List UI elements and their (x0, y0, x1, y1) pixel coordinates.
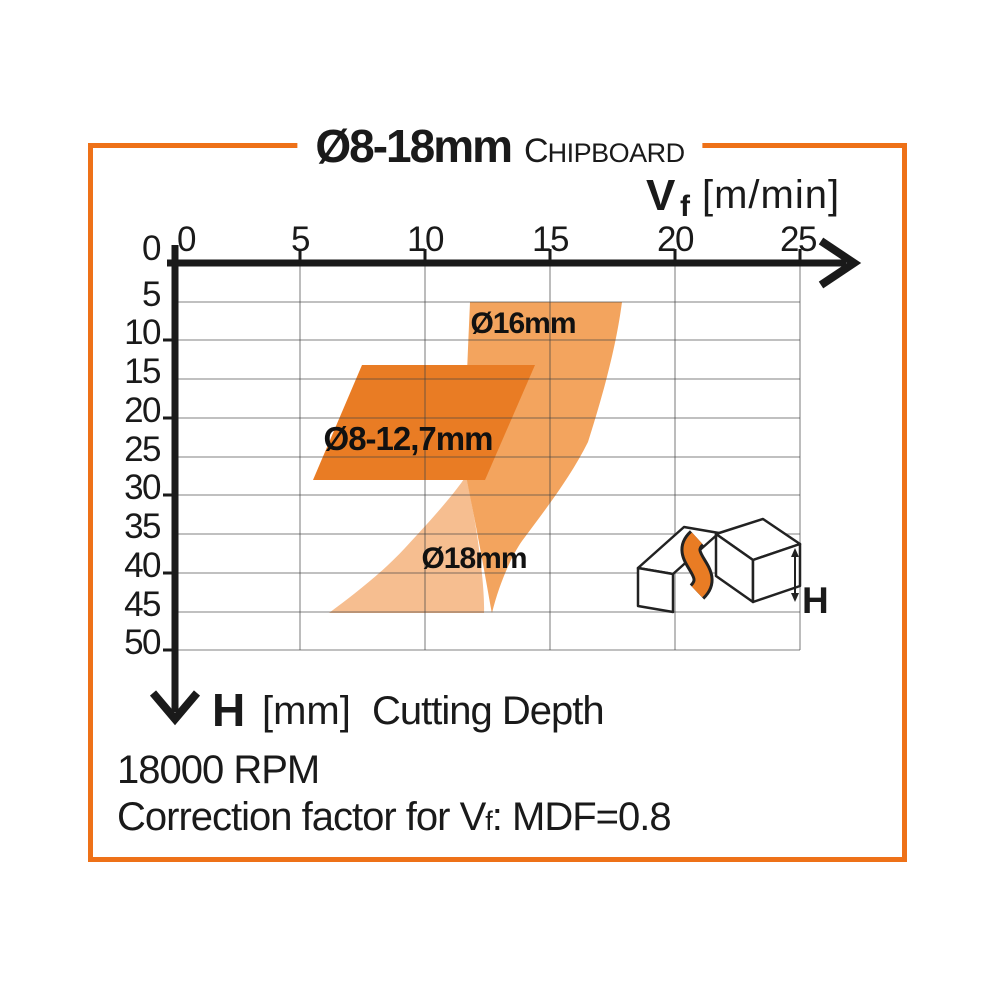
depth-dimension-arrow-down (791, 593, 799, 602)
x-axis-unit: [m/min] (702, 173, 840, 217)
page-title: Ø8-18mm C HIPBOARD (297, 119, 703, 173)
x-axis-title: V f [m/min] (646, 171, 840, 223)
title-material-rest: HIPBOARD (547, 138, 686, 168)
correction-suffix: : MDF=0.8 (491, 795, 672, 839)
correction-prefix: Correction factor for V (117, 795, 486, 839)
x-axis-symbol-sub: f (680, 190, 691, 223)
region-18mm-band (329, 476, 485, 613)
y-tick-20: 20 (124, 391, 161, 430)
groove-illustration: H (636, 517, 832, 624)
x-axis-arrow-icon (818, 237, 862, 289)
x-tick-10: 10 (407, 220, 444, 259)
x-tick-labels: 0 5 10 15 20 25 (177, 220, 817, 259)
x-tick-0: 0 (177, 220, 196, 259)
depth-dimension-arrow-up (791, 548, 799, 557)
y-axis-arrow-icon (149, 690, 201, 726)
y-axis-title: H [mm] Cutting Depth (212, 684, 605, 736)
axes (149, 237, 862, 726)
y-tick-50: 50 (124, 623, 161, 662)
correction-note: Correction factor for Vf: MDF=0.8 (117, 795, 672, 840)
rpm-note: 18000 RPM (117, 748, 320, 792)
x-axis-ticks (298, 249, 802, 263)
left-block-front-face (636, 566, 675, 614)
x-tick-15: 15 (532, 220, 568, 259)
y-tick-5: 5 (142, 275, 160, 314)
y-axis-caption: Cutting Depth (372, 689, 604, 733)
y-tick-40: 40 (124, 546, 161, 585)
y-axis-unit: [mm] (262, 689, 351, 733)
y-tick-25: 25 (124, 430, 160, 469)
y-tick-10: 10 (124, 313, 161, 352)
x-tick-20: 20 (657, 220, 694, 259)
y-tick-labels: 0 5 10 15 20 25 30 35 40 45 50 (124, 229, 162, 662)
x-tick-25: 25 (780, 220, 816, 259)
region-label-18mm: Ø18mm (421, 542, 526, 575)
title-material-initial: C (524, 132, 549, 170)
x-axis-symbol: V (646, 171, 676, 220)
y-axis-ticks (163, 338, 176, 652)
region-labels: Ø16mm Ø8-12,7mm Ø18mm (324, 307, 577, 575)
x-tick-5: 5 (291, 220, 309, 259)
right-block-side-face (751, 542, 802, 604)
y-tick-30: 30 (124, 468, 161, 507)
y-tick-0: 0 (142, 229, 161, 268)
region-8-127mm-parallelogram (313, 365, 535, 480)
correction-sub-f: f (485, 806, 492, 836)
y-tick-45: 45 (124, 585, 160, 624)
y-tick-35: 35 (124, 507, 160, 546)
depth-dimension-label: H (802, 580, 828, 621)
y-axis-symbol: H (212, 684, 245, 736)
groove-cut-face (683, 532, 711, 598)
title-diameter-range: Ø8-18mm (315, 120, 513, 172)
region-label-8-127mm: Ø8-12,7mm (324, 420, 493, 457)
region-label-16mm: Ø16mm (470, 307, 575, 340)
y-tick-15: 15 (124, 352, 160, 391)
